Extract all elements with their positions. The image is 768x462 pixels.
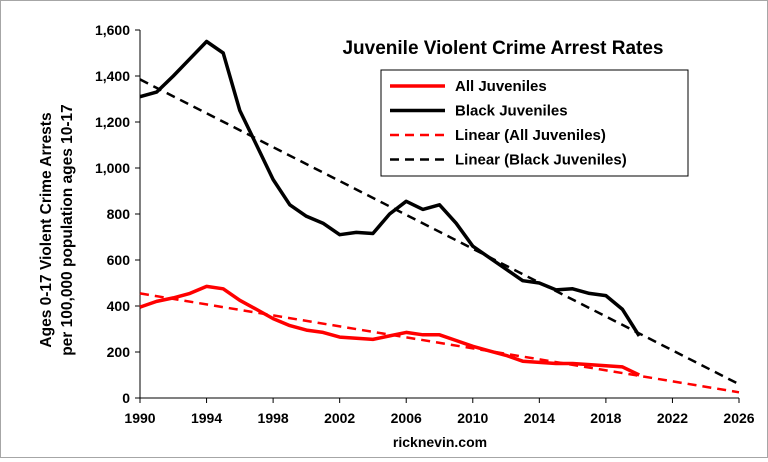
- y-axis-label-line-2: per 100,000 population ages 10-17: [59, 104, 76, 356]
- chart-title: Juvenile Violent Crime Arrest Rates: [342, 38, 663, 59]
- x-tick-label: 2018: [590, 410, 621, 426]
- y-tick-label: 800: [107, 206, 131, 222]
- legend-label: Linear (All Juveniles): [455, 127, 606, 144]
- legend: All Juveniles Black Juveniles Linear (All …: [380, 69, 689, 177]
- y-tick-label: 0: [122, 390, 130, 406]
- series-line-all-juveniles: [139, 284, 640, 377]
- legend-label: Linear (Black Juveniles): [455, 152, 627, 169]
- y-axis-label-line-1: Ages 0-17 Violent Crime Arrests: [38, 112, 55, 347]
- y-tick-label: 1,200: [95, 114, 130, 130]
- y-tick-label: 1,000: [95, 160, 130, 176]
- y-tick-label: 1,600: [95, 22, 130, 38]
- legend-label: Black Juveniles: [455, 103, 568, 120]
- y-tick-label: 600: [107, 252, 131, 268]
- series-line-black-juveniles: [139, 39, 641, 337]
- y-tick-labels: 0 200 400 600 800 1,000 1,200 1,400 1,600: [95, 22, 140, 406]
- x-tick-label: 2022: [657, 410, 688, 426]
- x-tick-label: 2014: [524, 410, 555, 426]
- x-tick-labels: 1990 1994 1998 2002 2006 2010 2014 2018 2022 2026: [124, 398, 755, 426]
- y-tick-label: 1,400: [95, 68, 130, 84]
- x-tick-label: 1994: [191, 410, 222, 426]
- y-tick-label: 200: [107, 344, 131, 360]
- series-line-linear-all-juveniles: [139, 292, 740, 394]
- legend-label: All Juveniles: [455, 78, 547, 95]
- x-axis-label: ricknevin.com: [393, 434, 487, 450]
- x-tick-label: 1998: [258, 410, 289, 426]
- y-tick-label: 400: [107, 298, 131, 314]
- x-tick-label: 2010: [457, 410, 488, 426]
- x-tick-label: 2026: [723, 410, 754, 426]
- x-tick-label: 2002: [324, 410, 355, 426]
- x-tick-label: 1990: [124, 410, 155, 426]
- x-tick-label: 2006: [391, 410, 422, 426]
- series-lines: [139, 39, 740, 394]
